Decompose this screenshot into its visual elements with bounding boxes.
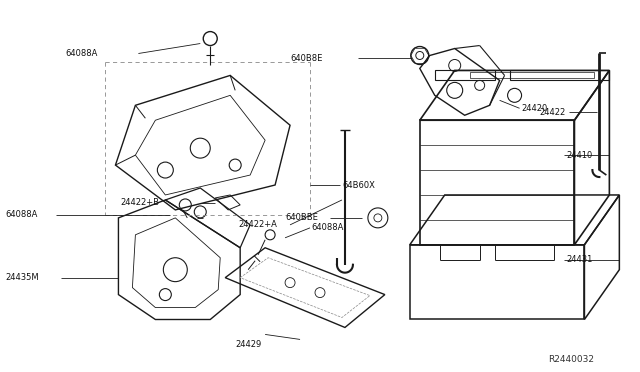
Text: 64088A: 64088A [65, 49, 98, 58]
Text: 64088A: 64088A [6, 211, 38, 219]
Text: 64B60X: 64B60X [342, 180, 375, 189]
Text: 64088A: 64088A [311, 223, 344, 232]
Text: 24422: 24422 [540, 108, 566, 117]
Text: 24410: 24410 [566, 151, 593, 160]
Text: 24435M: 24435M [6, 273, 39, 282]
Text: R2440032: R2440032 [548, 355, 595, 364]
Text: 24429: 24429 [235, 340, 261, 349]
Text: 24422+B: 24422+B [120, 198, 159, 208]
Text: 24431: 24431 [566, 255, 593, 264]
Text: 24420: 24420 [522, 104, 548, 113]
Text: 640BBE: 640BBE [285, 214, 318, 222]
Text: 640B8E: 640B8E [290, 54, 323, 63]
Text: 24422+A: 24422+A [238, 220, 277, 230]
